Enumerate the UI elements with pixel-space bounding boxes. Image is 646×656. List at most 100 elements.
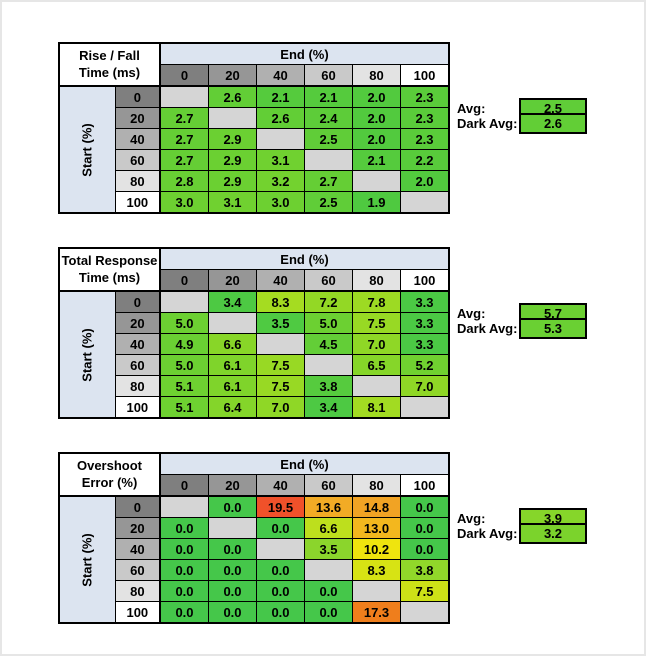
row-header-80[interactable]: 80 (114, 375, 161, 397)
col-header-0[interactable]: 0 (159, 269, 209, 292)
blank-cell[interactable] (400, 601, 450, 624)
col-header-100[interactable]: 100 (400, 269, 450, 292)
value-cell[interactable]: 3.0 (256, 191, 305, 214)
value-cell[interactable]: 0.0 (159, 538, 209, 560)
dark-avg-value-cell[interactable]: 3.2 (519, 523, 587, 544)
value-cell[interactable]: 4.9 (159, 333, 209, 355)
value-cell[interactable]: 5.0 (304, 312, 353, 334)
row-header-60[interactable]: 60 (114, 149, 161, 171)
value-cell[interactable]: 8.3 (256, 290, 305, 313)
dark-avg-value-cell[interactable]: 2.6 (519, 113, 587, 134)
value-cell[interactable]: 0.0 (256, 517, 305, 539)
value-cell[interactable]: 3.1 (208, 191, 257, 214)
row-header-0[interactable]: 0 (114, 85, 161, 108)
row-header-60[interactable]: 60 (114, 559, 161, 581)
start-axis-header[interactable]: Start (%) (58, 85, 116, 214)
blank-cell[interactable] (208, 312, 257, 334)
col-header-20[interactable]: 20 (208, 474, 257, 497)
value-cell[interactable]: 7.2 (304, 290, 353, 313)
value-cell[interactable]: 0.0 (256, 559, 305, 581)
col-header-100[interactable]: 100 (400, 474, 450, 497)
value-cell[interactable]: 3.8 (304, 375, 353, 397)
col-header-60[interactable]: 60 (304, 269, 353, 292)
value-cell[interactable]: 2.4 (304, 107, 353, 129)
value-cell[interactable]: 2.8 (159, 170, 209, 192)
col-header-100[interactable]: 100 (400, 64, 450, 87)
value-cell[interactable]: 7.0 (352, 333, 401, 355)
blank-cell[interactable] (400, 191, 450, 214)
col-header-20[interactable]: 20 (208, 64, 257, 87)
value-cell[interactable]: 0.0 (400, 538, 450, 560)
blank-cell[interactable] (304, 559, 353, 581)
blank-cell[interactable] (400, 396, 450, 419)
table-title-cell[interactable]: Rise / Fall Time (ms) (58, 42, 161, 87)
row-header-100[interactable]: 100 (114, 191, 161, 214)
value-cell[interactable]: 3.3 (400, 312, 450, 334)
value-cell[interactable]: 0.0 (208, 601, 257, 624)
value-cell[interactable]: 14.8 (352, 495, 401, 518)
value-cell[interactable]: 3.3 (400, 290, 450, 313)
value-cell[interactable]: 0.0 (256, 601, 305, 624)
row-header-100[interactable]: 100 (114, 601, 161, 624)
col-header-80[interactable]: 80 (352, 64, 401, 87)
table-title-cell[interactable]: Overshoot Error (%) (58, 452, 161, 497)
col-header-0[interactable]: 0 (159, 474, 209, 497)
row-header-80[interactable]: 80 (114, 170, 161, 192)
row-header-80[interactable]: 80 (114, 580, 161, 602)
row-header-40[interactable]: 40 (114, 128, 161, 150)
value-cell[interactable]: 2.0 (352, 107, 401, 129)
col-header-20[interactable]: 20 (208, 269, 257, 292)
value-cell[interactable]: 8.3 (352, 559, 401, 581)
value-cell[interactable]: 3.2 (256, 170, 305, 192)
col-header-60[interactable]: 60 (304, 64, 353, 87)
value-cell[interactable]: 0.0 (256, 580, 305, 602)
value-cell[interactable]: 6.4 (208, 396, 257, 419)
value-cell[interactable]: 2.0 (352, 128, 401, 150)
row-header-0[interactable]: 0 (114, 290, 161, 313)
blank-cell[interactable] (352, 375, 401, 397)
blank-cell[interactable] (352, 580, 401, 602)
value-cell[interactable]: 2.1 (352, 149, 401, 171)
value-cell[interactable]: 3.8 (400, 559, 450, 581)
value-cell[interactable]: 2.3 (400, 85, 450, 108)
value-cell[interactable]: 6.1 (208, 375, 257, 397)
blank-cell[interactable] (304, 149, 353, 171)
value-cell[interactable]: 2.6 (208, 85, 257, 108)
value-cell[interactable]: 0.0 (208, 559, 257, 581)
row-header-40[interactable]: 40 (114, 538, 161, 560)
value-cell[interactable]: 2.0 (352, 85, 401, 108)
value-cell[interactable]: 7.5 (352, 312, 401, 334)
row-header-20[interactable]: 20 (114, 107, 161, 129)
value-cell[interactable]: 2.7 (159, 149, 209, 171)
value-cell[interactable]: 0.0 (208, 495, 257, 518)
blank-cell[interactable] (256, 128, 305, 150)
value-cell[interactable]: 2.2 (400, 149, 450, 171)
value-cell[interactable]: 2.1 (256, 85, 305, 108)
value-cell[interactable]: 3.5 (256, 312, 305, 334)
col-header-40[interactable]: 40 (256, 269, 305, 292)
blank-cell[interactable] (159, 290, 209, 313)
value-cell[interactable]: 3.4 (208, 290, 257, 313)
value-cell[interactable]: 4.5 (304, 333, 353, 355)
blank-cell[interactable] (208, 107, 257, 129)
row-header-60[interactable]: 60 (114, 354, 161, 376)
blank-cell[interactable] (256, 538, 305, 560)
col-header-60[interactable]: 60 (304, 474, 353, 497)
row-header-0[interactable]: 0 (114, 495, 161, 518)
value-cell[interactable]: 0.0 (304, 580, 353, 602)
value-cell[interactable]: 5.0 (159, 312, 209, 334)
value-cell[interactable]: 17.3 (352, 601, 401, 624)
value-cell[interactable]: 3.3 (400, 333, 450, 355)
value-cell[interactable]: 3.4 (304, 396, 353, 419)
value-cell[interactable]: 0.0 (400, 517, 450, 539)
blank-cell[interactable] (304, 354, 353, 376)
row-header-20[interactable]: 20 (114, 312, 161, 334)
start-axis-header[interactable]: Start (%) (58, 495, 116, 624)
value-cell[interactable]: 1.9 (352, 191, 401, 214)
value-cell[interactable]: 6.5 (352, 354, 401, 376)
col-header-40[interactable]: 40 (256, 474, 305, 497)
value-cell[interactable]: 2.5 (304, 191, 353, 214)
end-axis-header[interactable]: End (%) (159, 452, 450, 475)
col-header-0[interactable]: 0 (159, 64, 209, 87)
value-cell[interactable]: 0.0 (208, 538, 257, 560)
